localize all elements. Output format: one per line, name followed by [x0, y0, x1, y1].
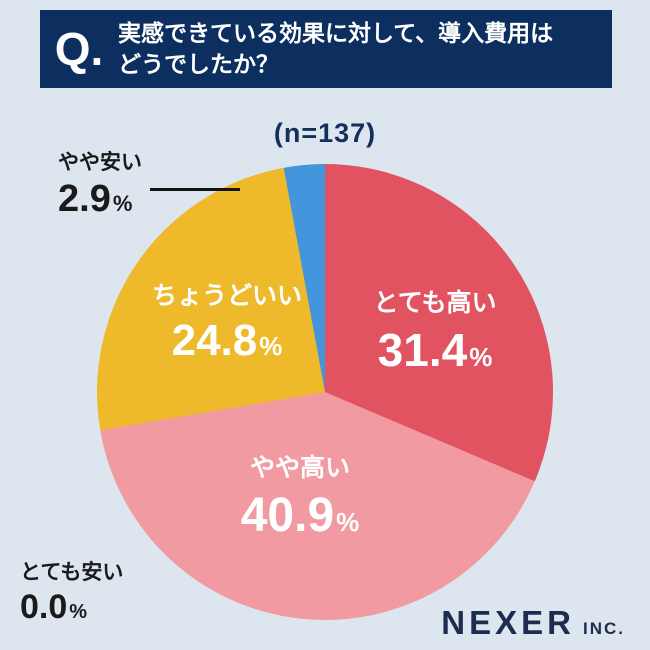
slice-name: とても安い — [20, 561, 124, 584]
slice-label-very-cheap: とても安い 0.0 % — [20, 556, 123, 627]
percent-sign: % — [112, 191, 133, 216]
slice-name: ちょうどいい — [151, 282, 302, 310]
percent-sign: % — [336, 507, 360, 537]
slice-label-just-right: ちょうどいい 24.8 % — [138, 276, 316, 366]
percent-sign: % — [259, 331, 283, 361]
slice-percentage: 0.0 % — [20, 588, 88, 626]
question-text: 実感できている効果に対して、導入費用は どうでしたか？ — [118, 18, 553, 80]
slice-name: やや安い — [58, 151, 142, 174]
percent-sign: % — [69, 601, 88, 623]
question-line2: どうでしたか？ — [118, 51, 279, 77]
leader-line — [150, 188, 240, 191]
brand-suffix: INC. — [583, 619, 625, 638]
slice-percentage: 2.9 % — [58, 178, 133, 220]
percent-sign: % — [469, 342, 493, 372]
slice-label-somewhat-expensive: やや高い 40.9 % — [205, 448, 395, 543]
slice-label-very-expensive: とても高い 31.4 % — [355, 283, 515, 377]
slice-percentage: 24.8 % — [171, 316, 283, 365]
slice-name: やや高い — [249, 454, 350, 482]
slice-label-somewhat-cheap: やや安い 2.9 % — [58, 146, 142, 221]
pie-chart — [97, 164, 553, 620]
question-line1: 実感できている効果に対して、導入費用は — [118, 19, 554, 46]
slice-percentage: 31.4 % — [377, 324, 493, 376]
brand-name: NEXER — [441, 604, 575, 641]
q-logo: Q. — [54, 23, 104, 75]
slice-name: とても高い — [373, 289, 497, 317]
sample-size-label: (n=137) — [273, 118, 377, 148]
question-header: Q. 実感できている効果に対して、導入費用は どうでしたか？ — [40, 10, 612, 88]
nexer-logo: NEXER INC. — [441, 604, 625, 642]
slice-percentage: 40.9 % — [240, 489, 360, 542]
